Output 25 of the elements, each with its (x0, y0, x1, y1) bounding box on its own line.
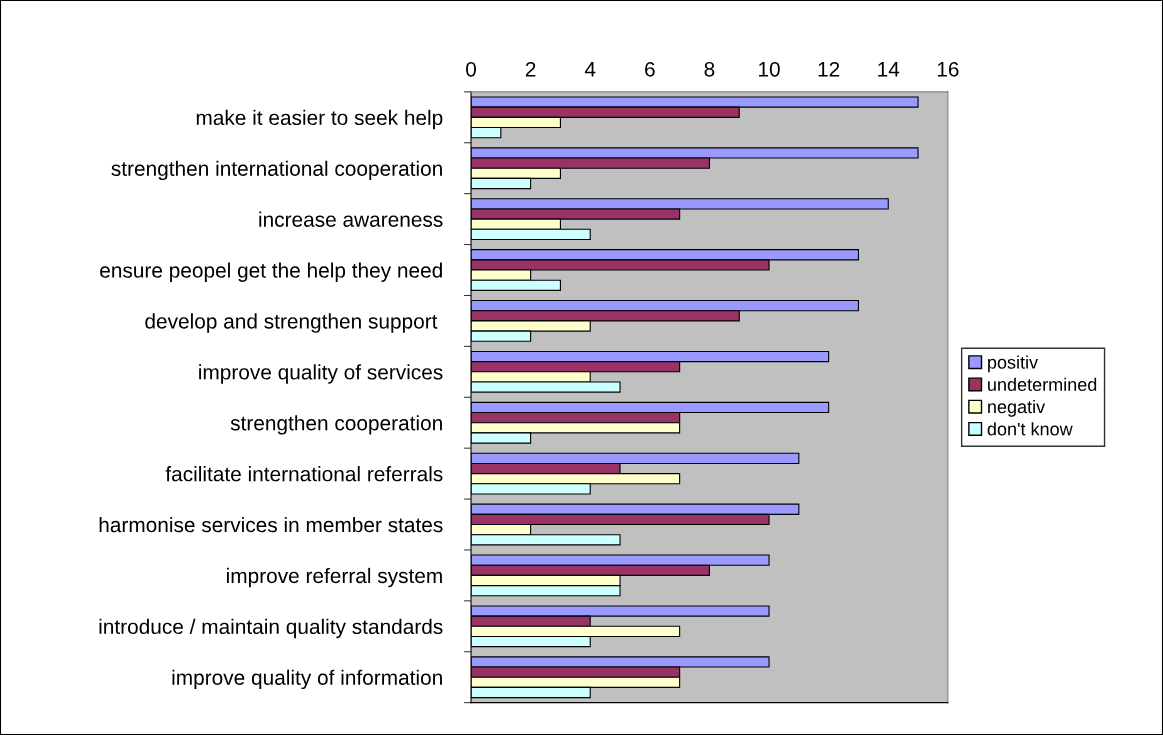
legend-label: negativ (988, 399, 1046, 417)
x-tick-label: 6 (645, 61, 655, 77)
y-tick-label: make it easier to seek help (196, 109, 443, 130)
x-tick-label: 14 (878, 62, 900, 77)
y-tick-label: improve quality of services (199, 364, 443, 384)
x-tick-label: 12 (818, 61, 840, 77)
x-tick-label: 8 (704, 61, 715, 77)
y-tick-label: improve referral system (227, 567, 442, 588)
y-tick-label: ensure peopel get the help they need (100, 262, 442, 282)
legend-label: undetermined (988, 377, 1097, 391)
legend-label: don't know (987, 422, 1073, 436)
x-tick-label: 10 (759, 61, 780, 77)
x-tick-label: 16 (937, 61, 959, 77)
y-tick-label: harmonise services in member states (99, 516, 443, 533)
y-tick-label: increase awareness (259, 211, 443, 227)
x-tick-label: 4 (584, 62, 596, 77)
x-tick-label: 2 (525, 61, 536, 77)
y-tick-label: facilitate international referrals (165, 466, 443, 482)
y-tick-label: improve quality of information (172, 669, 442, 690)
y-tick-label: strengthen cooperation (230, 415, 442, 435)
y-tick-label: introduce / maintain quality standards (99, 618, 443, 639)
y-tick-label: develop and strengthen support (145, 313, 438, 333)
y-tick-label: strengthen international cooperation (111, 160, 442, 181)
x-tick-label: 0 (466, 61, 476, 77)
legend-label: positiv (988, 355, 1039, 373)
